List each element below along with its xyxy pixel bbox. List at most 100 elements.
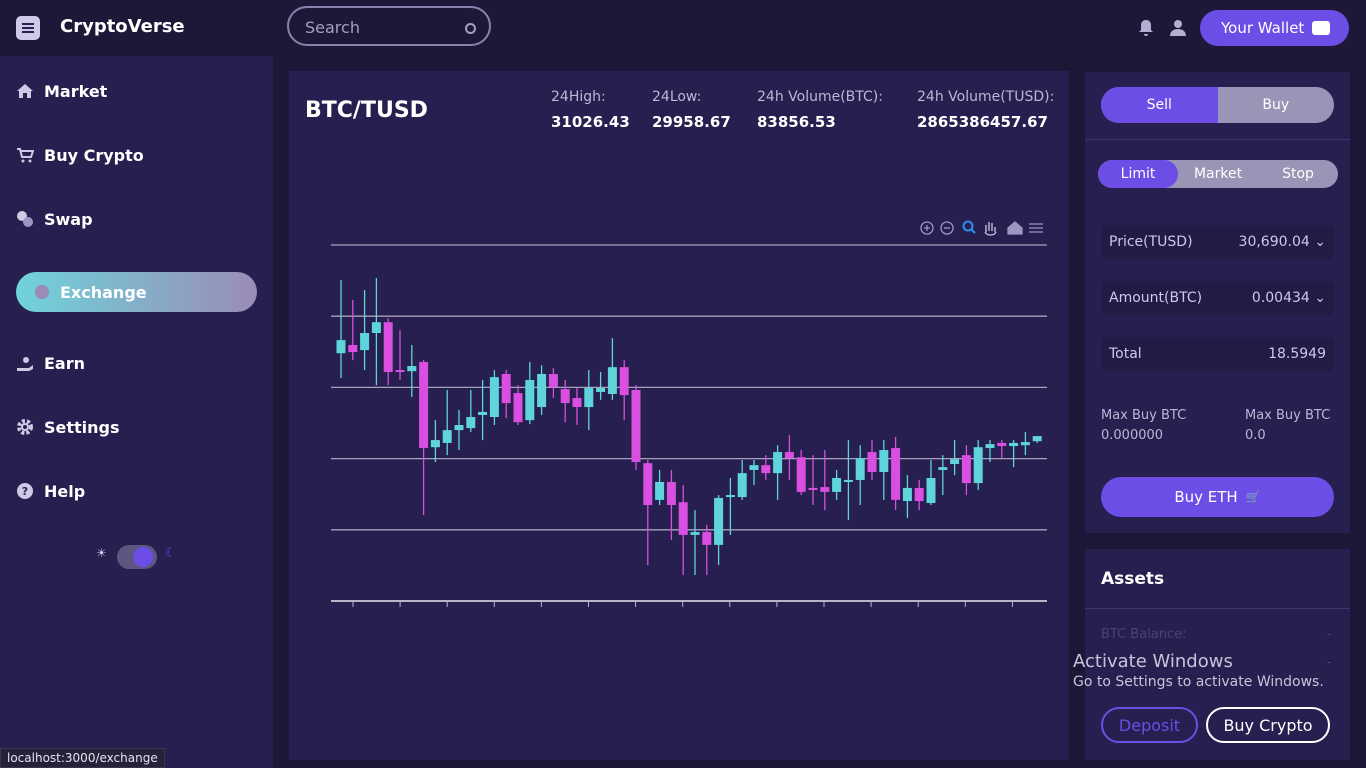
candle-body [666,481,676,506]
candle-body [584,387,594,408]
candle-body [525,379,535,421]
candle-body [961,455,971,484]
icon [17,148,34,163]
side-tab[interactable]: Buy [1262,97,1290,113]
assets-title: Assets [1101,569,1165,589]
type-tab-active[interactable]: Limit [1098,160,1178,188]
candle-body [714,497,724,545]
buy-button[interactable]: Buy ETH 🛒 [1101,477,1334,517]
stat-label: 24High: [551,89,606,105]
field-value: 30,690.04 ⌄ [1238,234,1326,250]
divider [1085,608,1350,609]
candle-body [820,487,830,492]
candle-body [1009,442,1019,447]
stat: 24h Volume(TUSD): 2865386457.67 [917,89,1054,131]
candle-body [749,465,759,470]
candle-body [725,495,735,498]
pair-title: BTC/TUSD [305,98,428,123]
nav-label: Market [44,81,108,101]
candle-body [855,458,865,480]
candle-body [513,393,523,423]
candle-body [796,457,806,492]
stat: 24High: 31026.43 [551,89,630,131]
buy-crypto-button[interactable]: Buy Crypto [1206,707,1330,743]
nav-label: Help [44,481,86,501]
deposit-button[interactable]: Deposit [1101,707,1198,743]
candle-body [631,389,641,463]
candle-body [832,477,842,492]
bell-icon[interactable] [1138,19,1154,37]
candle-body [407,366,417,372]
candle-body [891,448,901,500]
candle-body [548,374,558,388]
type-tab[interactable]: Stop [1282,166,1314,182]
max-buy-label: Max Buy BTC [1245,408,1331,423]
candle-body [867,452,877,472]
candle-body [985,444,995,449]
search-placeholder: Search [305,18,360,37]
candle-body [843,479,853,482]
sidebar: Market Buy Crypto Swap Exchange Earn Set… [0,56,273,768]
max-buy-label: Max Buy BTC [1101,408,1187,423]
value-text: 30,690.04 [1238,234,1310,250]
stat-value: 2865386457.67 [917,113,1048,131]
candle-body [560,389,570,404]
candle-body [926,477,936,504]
candle-body [360,333,370,351]
nav-item[interactable]: Settings [16,407,120,447]
wallet-label: Your Wallet [1221,19,1305,37]
field-label: Price(TUSD) [1109,234,1193,250]
price-field[interactable]: Price(TUSD) 30,690.04 ⌄ [1101,225,1334,259]
icon [17,211,33,227]
side-tab-active[interactable]: Sell [1101,87,1218,123]
field-label: Amount(BTC) [1109,290,1203,306]
candle-body [478,411,488,416]
top-bar: CryptoVerse Search Your Wallet [0,0,1366,56]
menu-button[interactable] [16,16,40,40]
max-buy-value: 0.000000 [1101,428,1164,443]
field-value: 0.00434 ⌄ [1251,290,1326,306]
candle-body [489,377,499,418]
stat-label: 24h Volume(BTC): [757,89,883,105]
type-tab[interactable]: Market [1193,166,1243,182]
candle-body [690,532,700,535]
nav-label: Swap [44,209,93,229]
max-buy-value: 0.0 [1245,428,1266,443]
candle-body [572,397,582,408]
chart-toolbar [920,220,1043,236]
nav-item-active[interactable]: Exchange [16,272,257,312]
svg-text:?: ? [22,485,28,498]
candle-body [395,370,405,373]
candle-body [419,362,429,449]
theme-toggle[interactable] [117,545,157,569]
candle-body [454,424,464,431]
candle-body [466,417,476,429]
amount-field[interactable]: Amount(BTC) 0.00434 ⌄ [1101,281,1334,315]
nav-label: Exchange [60,282,147,302]
nav-item[interactable]: Buy Crypto [16,135,144,175]
nav-item[interactable]: Market [16,71,107,111]
market-panel: BTC/TUSD 24High: 31026.43 24Low: 29958.67 … [289,71,1069,760]
nav-item[interactable]: Swap [16,199,93,239]
candle-body [702,532,712,545]
user-icon[interactable] [1170,19,1186,37]
nav-item[interactable]: ? Help [16,471,85,511]
candlestick-chart [331,220,1047,607]
side-tabs: Sell Buy [1101,87,1334,123]
candle-body [596,387,606,392]
max-buy: Max Buy BTC 0.0 [1245,406,1330,446]
candle-body [773,452,783,474]
candle-body [348,344,358,353]
candle-body [914,487,924,502]
candle-body [607,367,617,394]
stat: 24Low: 29958.67 [652,89,731,131]
wallet-button[interactable]: Your Wallet [1200,10,1349,46]
candle-body [938,467,948,470]
icon [17,357,33,371]
nav-item[interactable]: Earn [16,343,85,383]
search-box[interactable]: Search [287,6,491,46]
stat: 24h Volume(BTC): 83856.53 [757,89,883,131]
asset-value: - [1327,627,1332,642]
candle-body [619,367,629,396]
